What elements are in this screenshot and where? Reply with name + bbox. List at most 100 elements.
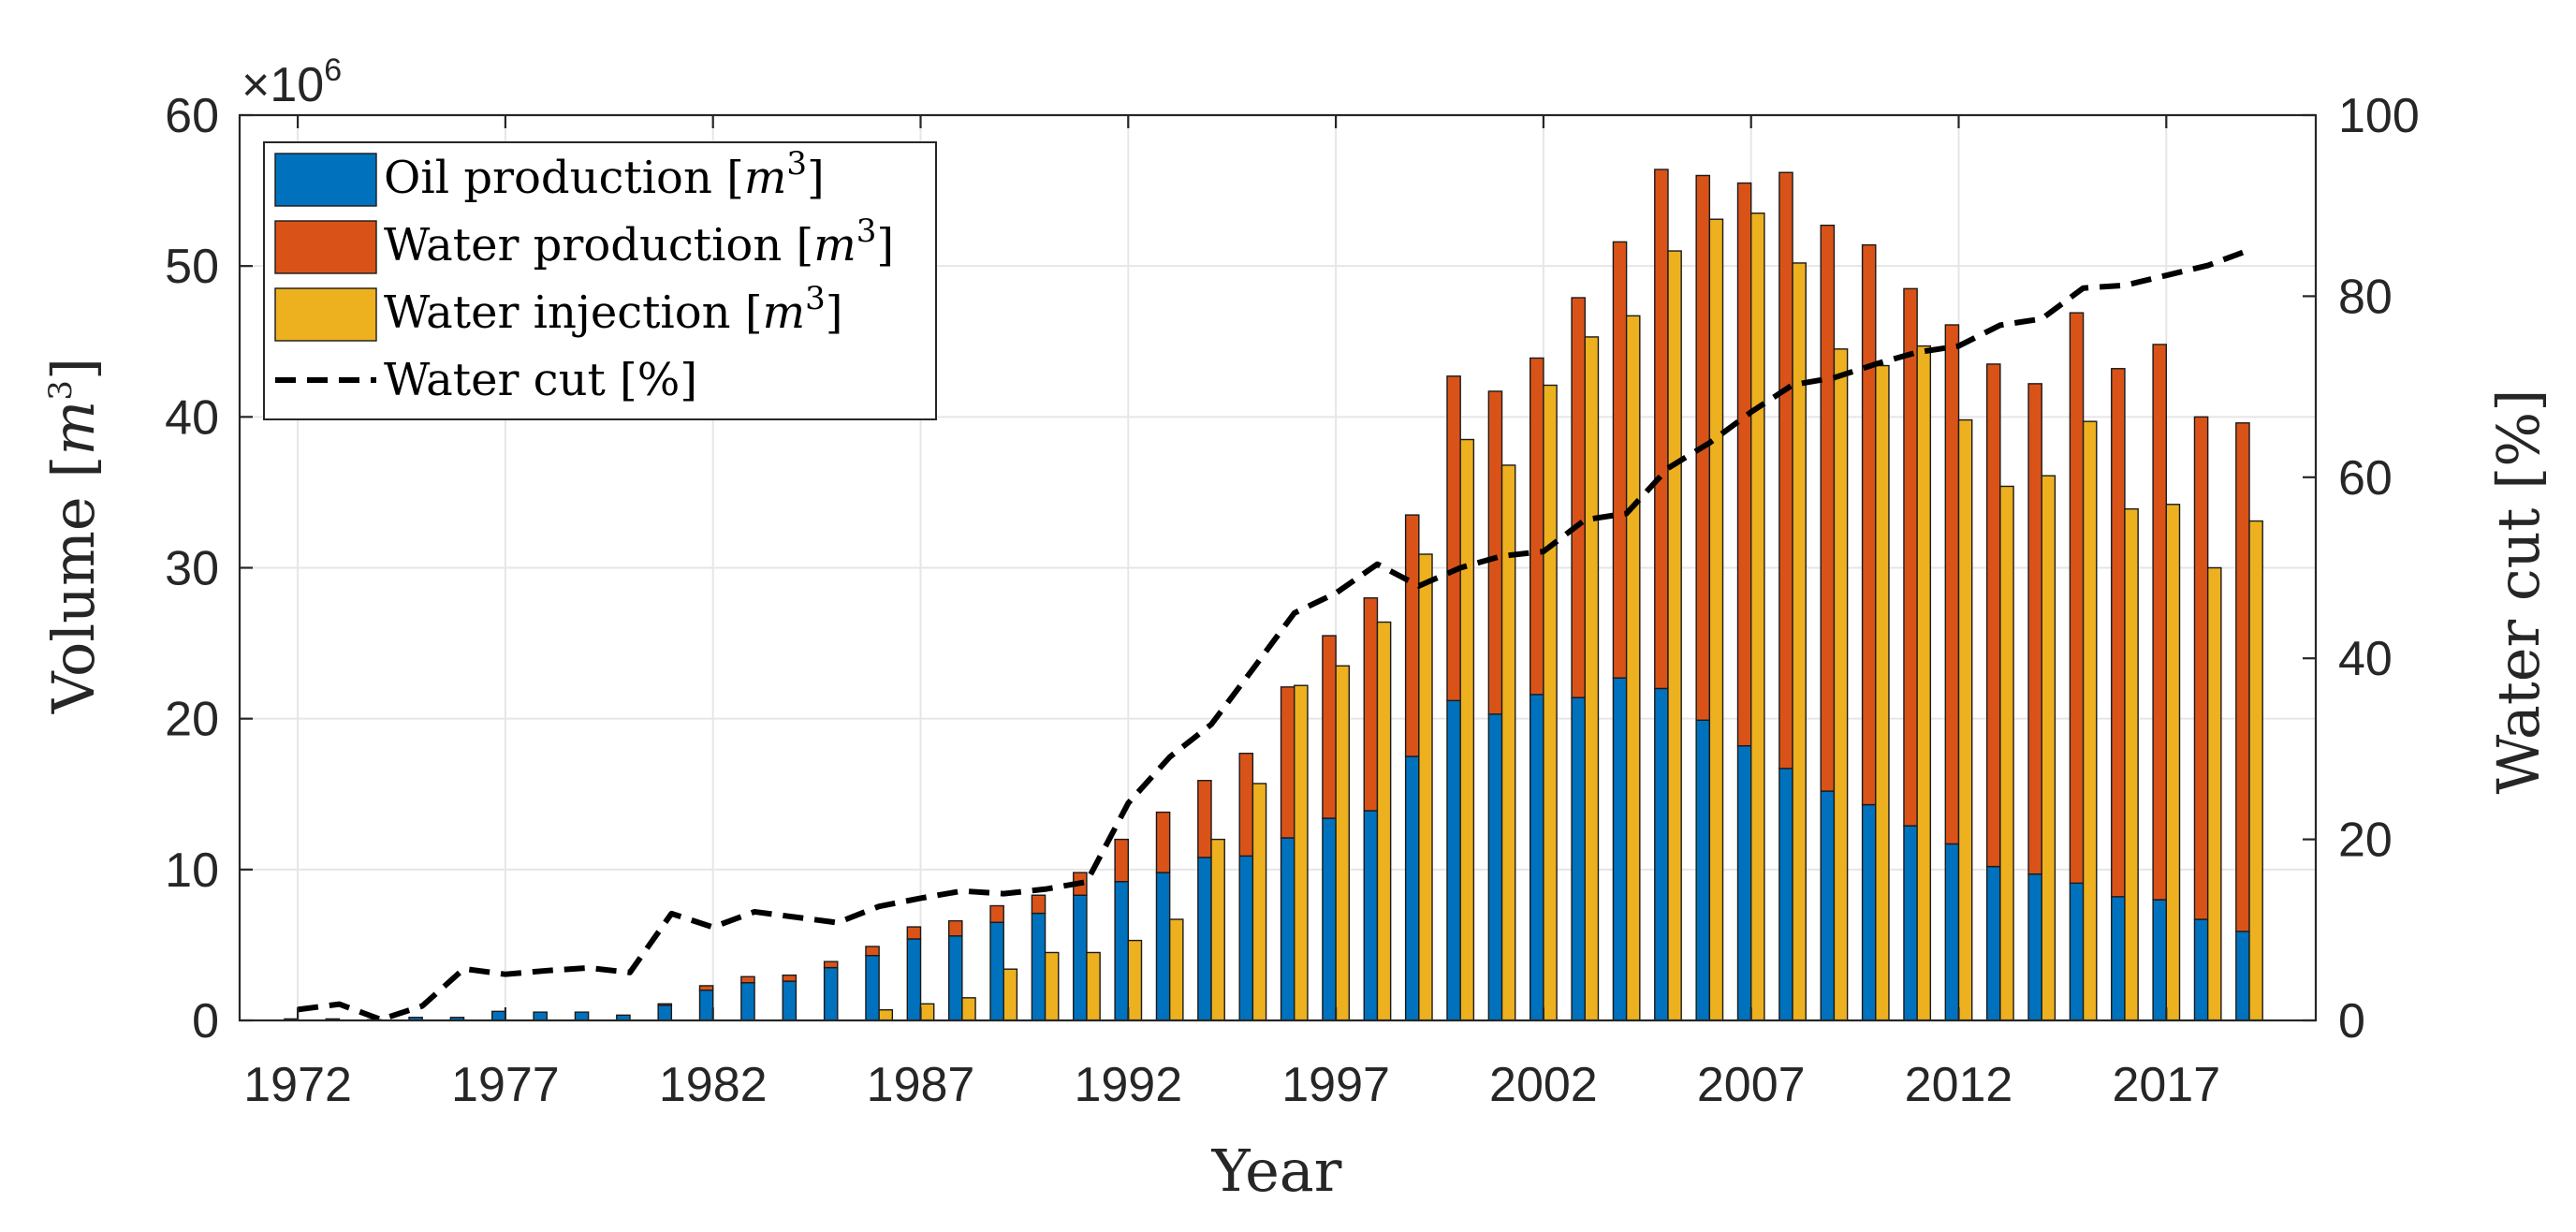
bar-water-injection bbox=[878, 1009, 894, 1021]
bar-water-injection bbox=[1251, 783, 1267, 1021]
bar-water-injection bbox=[1294, 684, 1309, 1021]
bar-water-injection bbox=[1792, 262, 1807, 1021]
y-tick-label: 0 bbox=[192, 994, 219, 1049]
bar-oil-production bbox=[491, 1010, 506, 1021]
y2-tick-label: 40 bbox=[2338, 632, 2393, 686]
bar-water-production bbox=[947, 919, 963, 937]
bar-water-injection bbox=[1086, 951, 1101, 1021]
bar-water-injection bbox=[961, 997, 976, 1021]
bar-water-production bbox=[1487, 390, 1503, 715]
y2-tick-label: 80 bbox=[2338, 270, 2393, 324]
axes: 1972 1977 1982 1987 1992 1997 2002 2007 2012 2017… bbox=[165, 89, 2420, 1112]
bar-water-production bbox=[1363, 597, 1379, 812]
bar-water-injection bbox=[1044, 951, 1060, 1021]
bar-oil-production bbox=[906, 938, 922, 1021]
x-tick-label: 2017 bbox=[2112, 1058, 2220, 1112]
bar-water-production bbox=[1031, 894, 1046, 915]
bar-water-injection bbox=[1625, 315, 1641, 1021]
bar-water-injection bbox=[1750, 213, 1765, 1021]
bar-water-production bbox=[2193, 416, 2209, 920]
bar-water-production bbox=[1238, 753, 1254, 858]
legend-label-water-cut: Water cut [%] bbox=[384, 354, 697, 406]
bar-water-injection bbox=[1335, 665, 1350, 1021]
bar-water-injection bbox=[1127, 939, 1143, 1021]
y2-tick-label: 20 bbox=[2338, 814, 2393, 868]
bar-water-injection bbox=[1376, 621, 1392, 1021]
x-tick-label: 2007 bbox=[1697, 1058, 1806, 1112]
bar-oil-production bbox=[1778, 768, 1793, 1021]
bar-oil-production bbox=[1073, 894, 1088, 1021]
bar-oil-production bbox=[1238, 855, 1254, 1021]
bar-oil-production bbox=[574, 1011, 590, 1021]
bar-oil-production bbox=[1197, 857, 1212, 1021]
bar-water-production bbox=[2235, 422, 2250, 932]
bar-oil-production bbox=[698, 990, 714, 1021]
y-tick-label: 10 bbox=[165, 843, 219, 898]
bar-water-production bbox=[740, 975, 755, 984]
bar-oil-production bbox=[2111, 896, 2126, 1021]
bar-oil-production bbox=[1985, 865, 2001, 1021]
x-tick-label: 1977 bbox=[451, 1058, 560, 1112]
legend-item-water-production: Water production [m3] bbox=[274, 213, 894, 274]
legend-item-water-injection: Water injection [m3] bbox=[274, 280, 842, 342]
water-cut-line bbox=[297, 247, 2251, 1023]
bar-water-production bbox=[989, 904, 1004, 923]
bar-oil-production bbox=[865, 954, 880, 1021]
bar-water-production bbox=[1944, 324, 1960, 845]
bar-water-injection bbox=[1418, 553, 1433, 1021]
bar-water-injection bbox=[2082, 420, 2098, 1021]
bar-oil-production bbox=[1487, 713, 1503, 1021]
y-multiplier: ×106 bbox=[242, 52, 342, 112]
bar-water-production bbox=[1155, 811, 1171, 873]
bar-oil-production bbox=[1155, 872, 1171, 1021]
bar-water-production bbox=[1985, 363, 2001, 868]
bar-oil-production bbox=[1736, 744, 1752, 1021]
bar-oil-production bbox=[1031, 912, 1046, 1021]
bar-water-production bbox=[1322, 635, 1337, 819]
legend-swatch-water-production bbox=[274, 220, 377, 274]
y-tick-label: 60 bbox=[165, 89, 219, 143]
bar-water-injection bbox=[2206, 566, 2222, 1021]
bar-oil-production bbox=[1446, 699, 1461, 1021]
bar-water-production bbox=[1654, 169, 1669, 690]
bar-oil-production bbox=[823, 966, 839, 1021]
legend-swatch-oil bbox=[274, 153, 377, 207]
bar-oil-production bbox=[533, 1011, 548, 1021]
bar-water-production bbox=[1861, 243, 1877, 806]
bar-oil-production bbox=[1944, 843, 1960, 1021]
x-tick-label: 1997 bbox=[1281, 1058, 1390, 1112]
y-tick-label: 30 bbox=[165, 542, 219, 596]
bar-water-injection bbox=[1708, 218, 1724, 1021]
x-tick-label: 1987 bbox=[867, 1058, 975, 1112]
bar-water-production bbox=[906, 926, 922, 940]
bar-oil-production bbox=[2152, 899, 2168, 1021]
bar-water-production bbox=[1778, 171, 1793, 770]
bar-water-production bbox=[657, 1003, 673, 1006]
x-tick-label: 1972 bbox=[243, 1058, 352, 1112]
bar-water-production bbox=[1530, 357, 1544, 696]
bar-water-production bbox=[823, 961, 839, 969]
bar-water-injection bbox=[1957, 418, 1973, 1021]
legend: Oil production [m3] Water production [m3… bbox=[263, 141, 937, 420]
x-axis-title: Year bbox=[1211, 1137, 1342, 1205]
y-tick-label: 40 bbox=[165, 390, 219, 445]
bar-water-production bbox=[1197, 780, 1212, 858]
y2-tick-label: 0 bbox=[2338, 994, 2365, 1049]
legend-item-water-cut: Water cut [%] bbox=[275, 354, 697, 406]
bar-oil-production bbox=[1363, 810, 1379, 1021]
bar-water-production bbox=[1820, 224, 1836, 792]
bar-oil-production bbox=[1322, 817, 1337, 1021]
bar-water-production bbox=[1903, 287, 1918, 827]
bar-water-production bbox=[1114, 838, 1130, 883]
bar-oil-production bbox=[1654, 687, 1669, 1021]
bar-water-injection bbox=[919, 1003, 935, 1021]
bar-water-production bbox=[1612, 241, 1628, 679]
y-tick-label: 20 bbox=[165, 693, 219, 747]
x-tick-label: 2012 bbox=[1905, 1058, 2013, 1112]
bar-water-injection bbox=[1875, 364, 1890, 1021]
bar-oil-production bbox=[2027, 873, 2042, 1021]
bar-oil-production bbox=[1861, 803, 1877, 1021]
bar-water-injection bbox=[2248, 520, 2263, 1021]
bar-oil-production bbox=[2069, 882, 2085, 1021]
y2-tick-label: 60 bbox=[2338, 451, 2393, 506]
